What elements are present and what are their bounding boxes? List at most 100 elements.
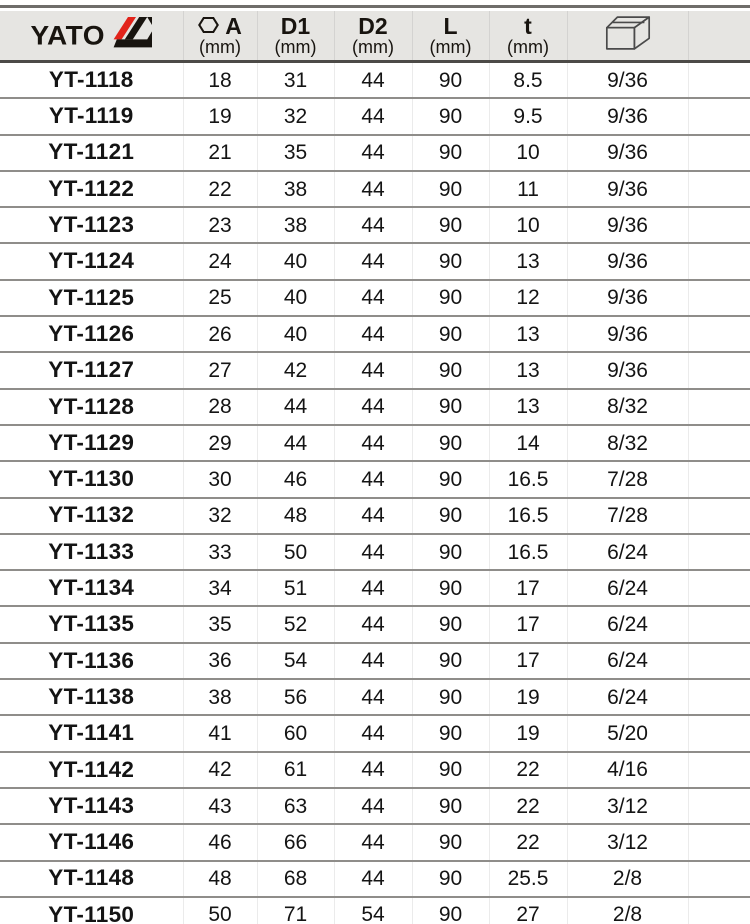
row-spacer	[687, 497, 750, 535]
table-row: YT-1136 36 54 44 90 17 6/24	[0, 642, 750, 681]
value-cell: 9/36	[566, 134, 688, 172]
value-cell: 90	[411, 751, 489, 789]
value-cell: 44	[333, 170, 412, 209]
value-cell: 11	[488, 170, 567, 209]
value-cell: 6/24	[566, 642, 688, 681]
value-cell: 25.5	[488, 860, 567, 898]
value-cell: 40	[256, 279, 334, 318]
value-cell: 6/24	[566, 533, 688, 572]
top-divider	[0, 5, 750, 8]
model-cell: YT-1119	[0, 98, 183, 136]
value-cell: 21	[182, 134, 257, 172]
value-cell: 9/36	[566, 170, 688, 209]
table-row: YT-1133 33 50 44 90 16.5 6/24	[0, 533, 750, 572]
value-cell: 44	[256, 424, 334, 463]
value-cell: 44	[333, 751, 412, 789]
model-cell: YT-1121	[0, 134, 183, 172]
model-cell: YT-1129	[0, 424, 183, 463]
table-row: YT-1150 50 71 54 90 27 2/8	[0, 896, 750, 924]
value-cell: 90	[411, 424, 489, 463]
model-cell: YT-1141	[0, 715, 183, 753]
value-cell: 8/32	[566, 388, 688, 426]
column-label: A	[225, 12, 242, 39]
row-spacer	[687, 207, 750, 245]
value-cell: 16.5	[488, 461, 567, 499]
column-header-a: A (mm)	[182, 11, 257, 63]
value-cell: 44	[333, 860, 412, 898]
table-row: YT-1142 42 61 44 90 22 4/16	[0, 751, 750, 789]
value-cell: 63	[256, 787, 334, 826]
model-cell: YT-1126	[0, 316, 183, 354]
value-cell: 33	[182, 533, 257, 572]
value-cell: 44	[333, 824, 412, 862]
value-cell: 22	[488, 751, 567, 789]
value-cell: 48	[256, 497, 334, 535]
row-spacer	[687, 787, 750, 826]
value-cell: 90	[411, 824, 489, 862]
value-cell: 3/12	[566, 787, 688, 826]
hexagon-icon	[198, 14, 220, 38]
column-header-l: L (mm)	[411, 11, 489, 63]
value-cell: 9/36	[566, 279, 688, 318]
model-cell: YT-1122	[0, 170, 183, 209]
value-cell: 17	[488, 570, 567, 608]
value-cell: 90	[411, 134, 489, 172]
row-spacer	[687, 570, 750, 608]
value-cell: 44	[333, 388, 412, 426]
value-cell: 44	[333, 642, 412, 681]
table-header: YATO	[0, 11, 750, 63]
column-unit: (mm)	[199, 36, 241, 57]
value-cell: 44	[333, 134, 412, 172]
value-cell: 27	[182, 352, 257, 390]
table-row: YT-1125 25 40 44 90 12 9/36	[0, 279, 750, 318]
value-cell: 23	[182, 207, 257, 245]
value-cell: 71	[256, 896, 334, 924]
value-cell: 46	[256, 461, 334, 499]
value-cell: 44	[333, 207, 412, 245]
value-cell: 51	[256, 570, 334, 608]
value-cell: 44	[333, 316, 412, 354]
row-spacer	[687, 170, 750, 209]
value-cell: 44	[333, 98, 412, 136]
value-cell: 44	[333, 243, 412, 281]
model-cell: YT-1130	[0, 461, 183, 499]
value-cell: 32	[182, 497, 257, 535]
value-cell: 40	[256, 316, 334, 354]
value-cell: 9/36	[566, 352, 688, 390]
row-spacer	[687, 751, 750, 789]
value-cell: 18	[182, 61, 257, 100]
table-row: YT-1126 26 40 44 90 13 9/36	[0, 316, 750, 354]
value-cell: 44	[333, 279, 412, 318]
model-cell: YT-1134	[0, 570, 183, 608]
value-cell: 36	[182, 642, 257, 681]
table-row: YT-1121 21 35 44 90 10 9/36	[0, 134, 750, 172]
value-cell: 10	[488, 134, 567, 172]
table-row: YT-1119 19 32 44 90 9.5 9/36	[0, 98, 750, 136]
value-cell: 66	[256, 824, 334, 862]
value-cell: 44	[333, 424, 412, 463]
value-cell: 22	[488, 787, 567, 826]
column-label: D1	[280, 12, 311, 39]
value-cell: 25	[182, 279, 257, 318]
value-cell: 90	[411, 352, 489, 390]
value-cell: 16.5	[488, 497, 567, 535]
table-row: YT-1124 24 40 44 90 13 9/36	[0, 243, 750, 281]
value-cell: 12	[488, 279, 567, 318]
row-spacer	[687, 824, 750, 862]
value-cell: 44	[333, 533, 412, 572]
model-cell: YT-1127	[0, 352, 183, 390]
value-cell: 90	[411, 316, 489, 354]
value-cell: 7/28	[566, 461, 688, 499]
table-row: YT-1129 29 44 44 90 14 8/32	[0, 424, 750, 463]
column-header-d1: D1 (mm)	[256, 11, 334, 63]
model-cell: YT-1146	[0, 824, 183, 862]
value-cell: 22	[488, 824, 567, 862]
value-cell: 43	[182, 787, 257, 826]
table-row: YT-1134 34 51 44 90 17 6/24	[0, 570, 750, 608]
table-row: YT-1130 30 46 44 90 16.5 7/28	[0, 461, 750, 499]
value-cell: 13	[488, 243, 567, 281]
value-cell: 60	[256, 715, 334, 753]
value-cell: 35	[256, 134, 334, 172]
value-cell: 7/28	[566, 497, 688, 535]
value-cell: 54	[256, 642, 334, 681]
